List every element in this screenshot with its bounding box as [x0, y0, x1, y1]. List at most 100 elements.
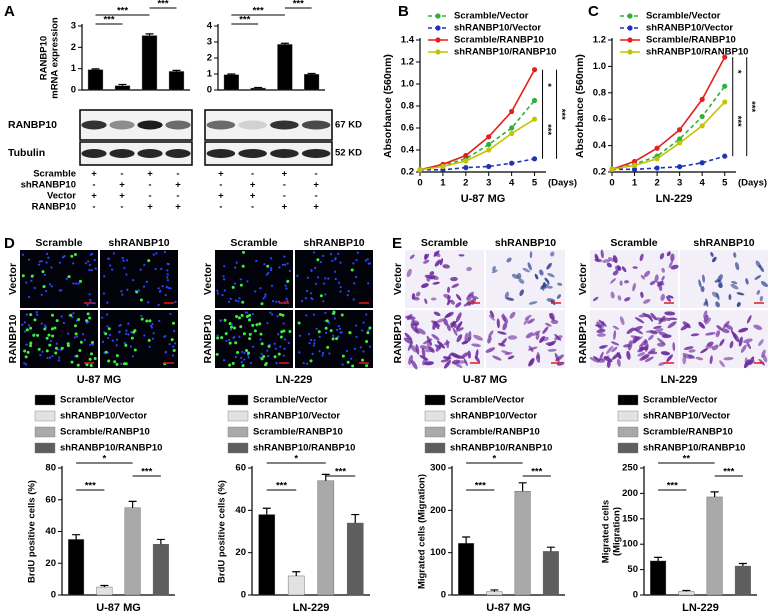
migrated-cell — [738, 336, 743, 347]
nucleus — [367, 329, 370, 332]
migrated-cell — [657, 337, 666, 345]
error-bar — [490, 589, 499, 592]
migrated-cell — [736, 302, 741, 308]
micrograph-bg — [20, 310, 98, 368]
brdu-nucleus — [281, 313, 285, 317]
migrated-cell — [411, 293, 416, 300]
nucleus — [329, 253, 333, 256]
condition-label: shRANBP10 — [21, 180, 76, 191]
condition-sign: + — [147, 202, 153, 213]
nucleus — [276, 315, 279, 318]
brdu-nucleus — [60, 346, 64, 350]
brdu-nucleus — [365, 340, 369, 344]
brdu-nucleus — [242, 332, 246, 336]
micrograph — [295, 310, 373, 368]
nucleus — [23, 362, 26, 365]
migrated-cell — [640, 274, 645, 280]
brdu-nucleus — [135, 290, 139, 294]
nucleus — [243, 351, 246, 355]
legend-swatch — [227, 394, 249, 406]
nucleus — [339, 327, 342, 330]
nucleus — [283, 255, 286, 258]
nucleus — [58, 261, 61, 264]
blot-band — [301, 120, 331, 130]
nucleus — [316, 276, 320, 279]
migrated-cell — [730, 283, 739, 290]
migrated-cell — [547, 272, 555, 278]
brdu-nucleus — [75, 354, 79, 358]
migrated-cell — [637, 352, 646, 357]
significance-label: * — [542, 83, 553, 87]
panel-label: C — [588, 3, 599, 20]
brdu-nucleus — [319, 294, 323, 298]
nucleus — [147, 301, 150, 304]
micrograph-bg — [100, 310, 178, 368]
nucleus — [267, 354, 270, 358]
y-tick-label: 0 — [207, 85, 212, 96]
brdu-nucleus — [29, 326, 33, 330]
nucleus — [125, 259, 129, 262]
nucleus — [260, 352, 263, 355]
nucleus — [339, 261, 342, 264]
bar — [317, 480, 335, 596]
legend-swatch — [617, 442, 639, 454]
y-axis-label: (Migration) — [612, 507, 623, 556]
nucleus — [366, 258, 369, 261]
y-tick-label: 2 — [207, 53, 212, 64]
nucleus — [227, 300, 231, 303]
brdu-nucleus — [242, 250, 246, 254]
y-axis-label: Absorbance (560nm) — [574, 54, 586, 158]
brdu-nucleus — [41, 270, 45, 274]
nucleus — [314, 266, 317, 270]
condition-sign: + — [91, 191, 97, 202]
migrated-cell — [509, 311, 516, 319]
nucleus — [173, 342, 177, 345]
brdu-nucleus — [220, 336, 224, 340]
nucleus — [252, 345, 255, 348]
brdu-nucleus — [139, 298, 143, 302]
nucleus — [341, 363, 344, 366]
nucleus — [273, 342, 276, 345]
significance-label: *** — [723, 467, 734, 478]
nucleus — [28, 258, 31, 261]
blot-band — [301, 149, 331, 158]
nucleus — [240, 356, 243, 359]
y-tick-label: 0 — [633, 590, 638, 601]
nucleus — [101, 340, 105, 343]
brdu-nucleus — [317, 330, 321, 334]
brdu-nucleus — [341, 354, 345, 358]
error-bar — [292, 571, 301, 576]
point — [722, 99, 728, 105]
legend-label: shRANBP10/RANBP10 — [643, 443, 745, 454]
blot-band — [270, 149, 299, 158]
nucleus — [115, 338, 119, 341]
micrograph — [295, 250, 373, 308]
nucleus — [123, 341, 126, 345]
error-bar — [738, 562, 747, 567]
nucleus — [89, 343, 92, 346]
micrograph-caption: U-87 MG — [463, 374, 508, 386]
migrated-cell — [667, 295, 674, 299]
x-tick-label: 5 — [722, 178, 728, 189]
nucleus — [269, 311, 272, 314]
micrograph-column-label: Scramble — [421, 237, 468, 249]
point — [609, 166, 615, 172]
blot-band — [165, 120, 191, 130]
migrated-cell — [602, 259, 611, 263]
brdu-nucleus — [245, 349, 249, 353]
brdu-nucleus — [33, 318, 37, 322]
migrated-cell — [666, 296, 671, 302]
nucleus — [353, 347, 356, 350]
panel-label: D — [4, 235, 15, 252]
bar — [258, 514, 276, 596]
migrated-cell — [627, 340, 633, 351]
migrated-cell — [759, 295, 764, 302]
migrated-cell — [440, 359, 448, 363]
nucleus — [48, 356, 52, 359]
bar — [168, 71, 185, 91]
brdu-nucleus — [231, 361, 235, 365]
nucleus — [264, 293, 267, 296]
brdu-nucleus — [365, 364, 369, 368]
x-tick-label: 2 — [654, 178, 659, 189]
x-axis-label: U-87 MG — [486, 602, 531, 614]
